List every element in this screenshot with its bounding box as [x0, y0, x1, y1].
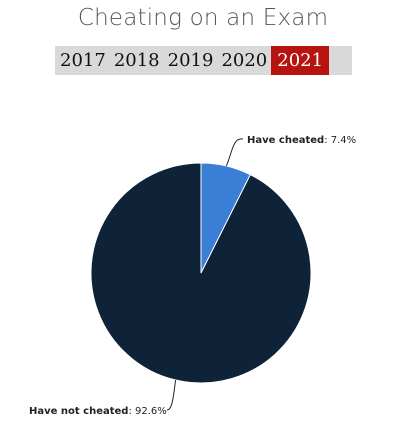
year-selector: 2017 2018 2019 2020 2021	[55, 46, 352, 75]
slice-label-name: Have not cheated	[29, 406, 128, 417]
pie-slice-have-not-cheated[interactable]	[90, 162, 312, 384]
slice-label: Have not cheated: 92.6%	[29, 406, 167, 417]
connector-line	[166, 379, 177, 411]
year-tab-2019[interactable]: 2019	[167, 50, 214, 71]
year-tab-2021[interactable]: 2021	[271, 46, 330, 75]
slice-label-value: : 7.4%	[324, 135, 356, 146]
year-tab-2020[interactable]: 2020	[221, 50, 268, 71]
chart-title: Cheating on an Exam	[77, 5, 329, 31]
slice-label-value: : 92.6%	[128, 406, 166, 417]
slice-label-name: Have cheated	[247, 135, 324, 146]
year-tab-2017[interactable]: 2017	[60, 50, 106, 71]
slice-label: Have cheated: 7.4%	[247, 135, 356, 146]
connector-line	[225, 138, 244, 167]
year-tab-2018[interactable]: 2018	[113, 50, 160, 71]
